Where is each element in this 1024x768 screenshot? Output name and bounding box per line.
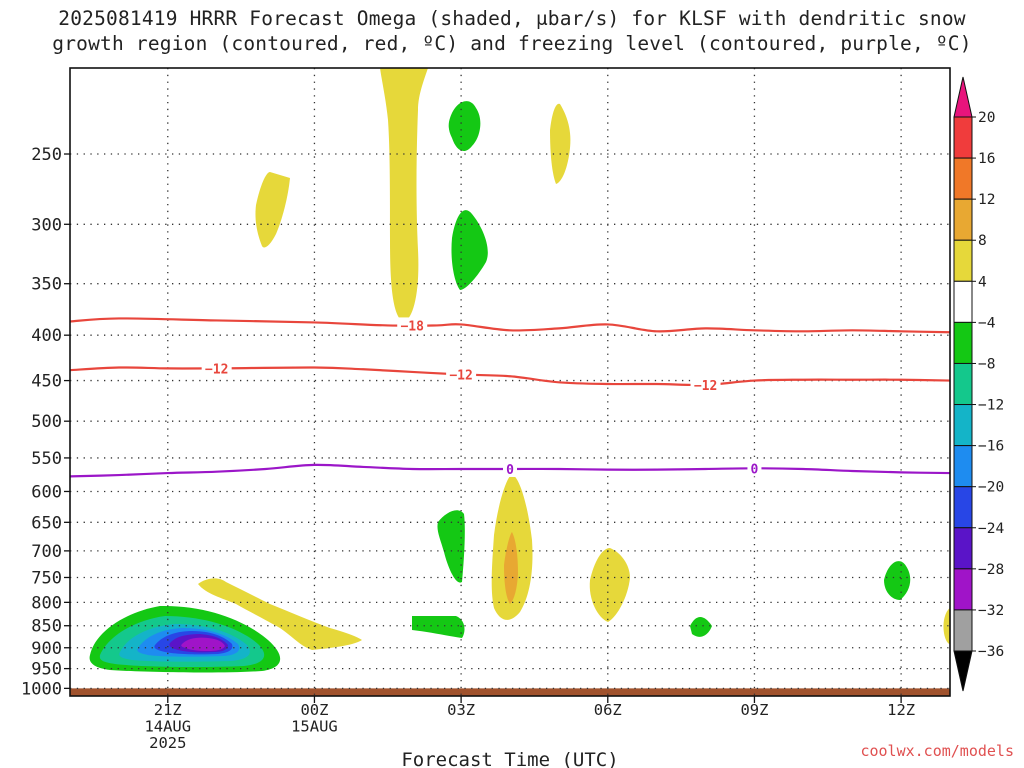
colorbar-label: −8 xyxy=(978,356,995,372)
omega-region-minus-4 xyxy=(412,616,465,638)
y-tick-label: 1000 xyxy=(21,679,62,699)
omega-region-plus-4 xyxy=(550,103,571,184)
x-tick-label: 15AUG xyxy=(291,718,338,736)
omega-region-minus-4 xyxy=(451,210,488,290)
omega-region-plus-4 xyxy=(198,578,362,650)
omega-region-minus-4 xyxy=(448,101,481,152)
colorbar-swatch xyxy=(953,609,973,652)
colorbar-swatch xyxy=(953,568,973,611)
y-tick-label: 750 xyxy=(31,568,62,588)
colorbar-label: −20 xyxy=(978,480,1004,496)
colorbar-label: 20 xyxy=(978,110,995,126)
chart-title-line-1: 2025081419 HRRR Forecast Omega (shaded, … xyxy=(58,7,966,30)
colorbar-swatch xyxy=(953,280,973,323)
colorbar-swatch xyxy=(953,362,973,406)
omega-region-plus-8 xyxy=(504,532,518,604)
site-credit: coolwx.com/models xyxy=(860,742,1014,760)
colorbar-swatch xyxy=(953,321,973,364)
y-tick-label: 700 xyxy=(31,542,62,562)
colorbar-swatch xyxy=(953,239,973,282)
colorbar-swatch xyxy=(953,404,973,447)
omega-region-plus-4 xyxy=(943,608,950,644)
y-tick-label: 600 xyxy=(31,482,62,502)
x-tick-label: 2025 xyxy=(149,734,186,752)
chart-title-line-2: growth region (contoured, red, ºC) and f… xyxy=(52,32,972,55)
pressure-axis: 2503003504004505005506006507007508008509… xyxy=(21,145,70,699)
y-tick-label: 350 xyxy=(31,275,62,295)
contour-line xyxy=(70,317,950,334)
colorbar-label: −32 xyxy=(978,603,1004,619)
y-tick-label: 300 xyxy=(31,215,62,235)
colorbar-label: −16 xyxy=(978,439,1004,455)
omega-region-plus-4 xyxy=(255,172,290,248)
x-tick-label: 06Z xyxy=(594,701,622,719)
contour-label-bg xyxy=(201,360,232,377)
omega-region-minus-4 xyxy=(437,510,465,583)
ground-surface xyxy=(70,688,950,696)
colorbar-swatch xyxy=(953,157,973,200)
contour-label: −12 xyxy=(449,369,472,384)
colorbar-swatch xyxy=(953,527,973,570)
colorbar-label: 16 xyxy=(978,151,995,167)
x-tick-label: 00Z xyxy=(300,701,328,719)
contour-label-bg xyxy=(747,460,762,477)
colorbar-max-arrow xyxy=(953,76,973,118)
colorbar-swatch xyxy=(953,486,973,529)
omega-region-plus-4 xyxy=(380,68,428,322)
y-tick-label: 400 xyxy=(31,326,62,346)
contour-label: −12 xyxy=(694,379,717,394)
y-tick-label: 800 xyxy=(31,593,62,613)
contour-labels: −18 −12 −12 −12 0 0 xyxy=(201,317,762,478)
colorbar-min-arrow xyxy=(953,650,973,692)
colorbar-label: −24 xyxy=(978,521,1004,537)
contour-label-bg xyxy=(690,376,721,393)
colorbar-label: 4 xyxy=(978,274,987,290)
x-tick-label: 21Z xyxy=(154,701,182,719)
contour-label-bg xyxy=(397,317,428,334)
x-axis-label: Forecast Time (UTC) xyxy=(401,749,618,768)
plot-frame xyxy=(69,67,951,697)
y-tick-label: 900 xyxy=(31,639,62,659)
colorbar-swatch xyxy=(953,198,973,241)
contour-label: 0 xyxy=(506,463,514,478)
y-tick-label: 500 xyxy=(31,412,62,432)
omega-region-minus-4 xyxy=(884,561,911,600)
x-tick-label: 14AUG xyxy=(144,718,191,736)
omega-region-minus-4 xyxy=(690,617,712,637)
omega-region-plus-4 xyxy=(589,548,630,622)
y-tick-label: 950 xyxy=(31,660,62,680)
y-tick-label: 450 xyxy=(31,372,62,392)
x-tick-label: 12Z xyxy=(887,701,915,719)
y-tick-label: 550 xyxy=(31,449,62,469)
contour-label: 0 xyxy=(751,462,759,477)
colorbar-swatch xyxy=(953,116,973,159)
colorbar-label: 8 xyxy=(978,233,987,249)
omega-colorbar: 20 16 12 8 4 −4 −8 −12 −16 −20 −24 −28 −32 −36 xyxy=(953,76,1004,692)
contour-label-bg xyxy=(503,460,517,477)
y-tick-label: 250 xyxy=(31,145,62,165)
omega-shaded-field xyxy=(89,68,950,673)
x-tick-label: 03Z xyxy=(447,701,475,719)
y-tick-label: 650 xyxy=(31,513,62,533)
x-tick-label: 09Z xyxy=(740,701,768,719)
contour-label: −12 xyxy=(205,362,228,377)
y-tick-label: 850 xyxy=(31,617,62,637)
contour-label: −18 xyxy=(400,319,424,334)
colorbar-label: −4 xyxy=(978,315,996,331)
colorbar-label: 12 xyxy=(978,192,995,208)
colorbar-label: −36 xyxy=(978,644,1004,660)
contour-label-bg xyxy=(446,366,477,383)
colorbar-label: −28 xyxy=(978,562,1004,578)
colorbar-label: −12 xyxy=(978,398,1004,414)
colorbar-swatch xyxy=(953,445,973,488)
